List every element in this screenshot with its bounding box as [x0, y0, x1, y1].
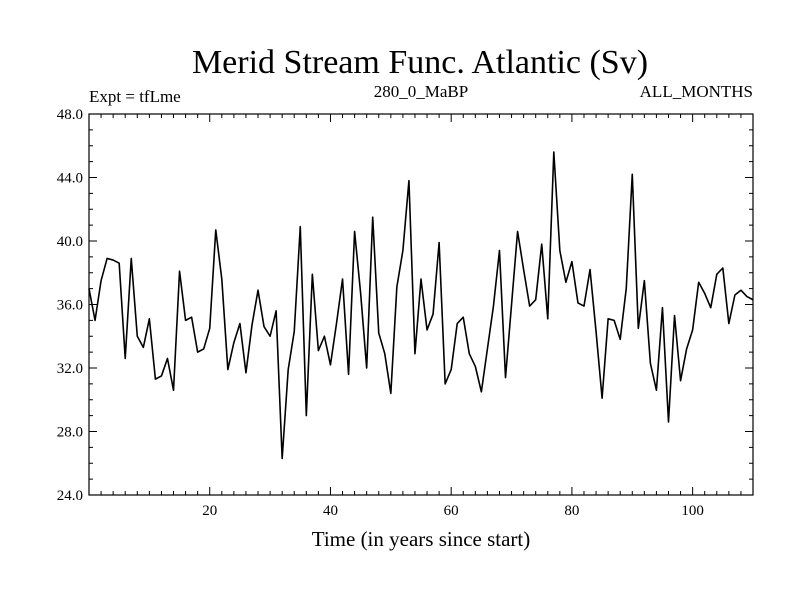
y-tick-label: 44.0	[57, 171, 83, 187]
y-tick-label: 40.0	[57, 234, 83, 250]
x-tick-label: 20	[202, 503, 217, 519]
chart-title: Merid Stream Func. Atlantic (Sv)	[192, 44, 648, 81]
plot-frame	[88, 113, 754, 496]
x-axis-label: Time (in years since start)	[312, 527, 531, 551]
x-tick-label: 60	[444, 503, 459, 519]
x-tick-label: 80	[564, 503, 579, 519]
y-tick-labels: 24.0 28.0 32.0 36.0 40.0 44.0 48.0	[57, 107, 83, 504]
period-label: 280_0_MaBP	[374, 82, 468, 101]
y-tick-label: 24.0	[57, 488, 83, 504]
y-tick-label: 28.0	[57, 425, 83, 441]
y-tick-label: 32.0	[57, 361, 83, 377]
months-label: ALL_MONTHS	[640, 82, 753, 101]
x-tick-label: 40	[323, 503, 338, 519]
x-tick-label: 100	[681, 503, 704, 519]
y-tick-label: 48.0	[57, 107, 83, 123]
series-line	[88, 151, 754, 460]
y-tick-label: 36.0	[57, 298, 83, 314]
axis-ticks	[89, 113, 753, 496]
x-tick-labels: 20 40 60 80 100	[202, 503, 704, 519]
experiment-label: Expt = tfLme	[89, 87, 181, 106]
